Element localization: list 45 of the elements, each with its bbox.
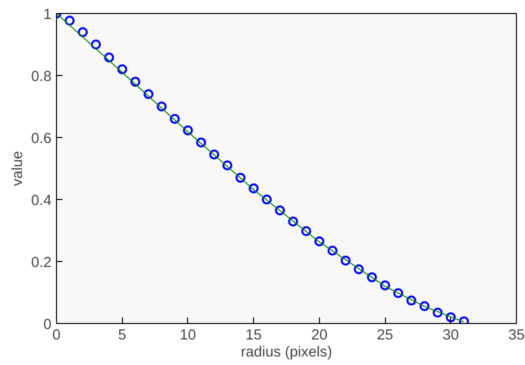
point [420,301,430,312]
point [156,102,167,112]
y-axis-title: value [10,150,26,186]
point [64,16,75,26]
point [393,288,404,298]
x-tick-label: 30 [442,328,459,344]
point [262,194,272,204]
point [328,246,338,256]
point [144,89,154,100]
x-tick-label: 35 [508,328,525,344]
point [222,160,232,170]
point [274,205,285,216]
x-tick-label: 25 [376,328,394,344]
point [406,296,416,306]
point [209,150,220,160]
y-tick-label: 0.6 [31,131,52,147]
y-tick-label: 0.8 [31,69,52,85]
point [117,64,128,74]
point [340,256,351,266]
y-tick-label: 1 [43,7,52,23]
point [78,27,88,38]
point [314,236,324,246]
point [354,264,364,274]
x-tick-label: 20 [311,328,328,344]
point [380,280,390,290]
y-tick-label: 0.2 [31,255,52,271]
x-tick-label: 5 [118,328,126,344]
point [90,40,101,50]
point [236,172,246,183]
point [446,312,456,322]
point [248,183,259,194]
point [366,272,377,282]
point [288,216,298,226]
y-tick-label: 0.4 [31,193,52,209]
point [196,137,206,148]
x-tick-label: 15 [245,328,262,344]
x-axis-title: radius (pixels) [240,344,332,360]
point [432,308,443,318]
point [130,76,140,87]
x-tick-label: 10 [180,328,196,344]
point [104,52,114,63]
point [170,114,180,124]
point [301,226,312,236]
y-tick-label: 0 [43,317,52,333]
point [182,125,193,136]
